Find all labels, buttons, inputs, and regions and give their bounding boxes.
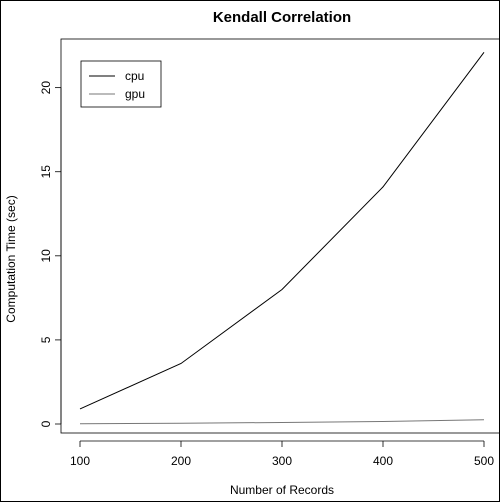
legend: cpu gpu (80, 60, 162, 108)
series-lines (79, 51, 485, 425)
y-tick-label: 10 (39, 249, 53, 263)
y-tick-label: 0 (39, 420, 53, 427)
x-tick-label: 300 (272, 454, 292, 468)
axes: 100 200 300 400 500 0 5 10 15 20 (39, 81, 494, 468)
y-tick-label: 20 (39, 81, 53, 95)
x-tick-label: 400 (373, 454, 393, 468)
series-line-cpu (79, 51, 485, 410)
y-tick-label: 5 (39, 336, 53, 343)
legend-box (80, 60, 162, 108)
x-tick-label: 200 (171, 454, 191, 468)
x-tick-label: 500 (474, 454, 494, 468)
y-axis-label: Computation Time (sec) (4, 195, 18, 322)
y-tick-label: 15 (39, 165, 53, 179)
x-axis-label: Number of Records (230, 483, 334, 497)
x-tick-label: 100 (70, 454, 90, 468)
series-line-gpu (79, 419, 485, 425)
legend-label-cpu: cpu (125, 69, 144, 83)
legend-label-gpu: gpu (125, 87, 145, 101)
chart-title: Kendall Correlation (213, 9, 351, 26)
